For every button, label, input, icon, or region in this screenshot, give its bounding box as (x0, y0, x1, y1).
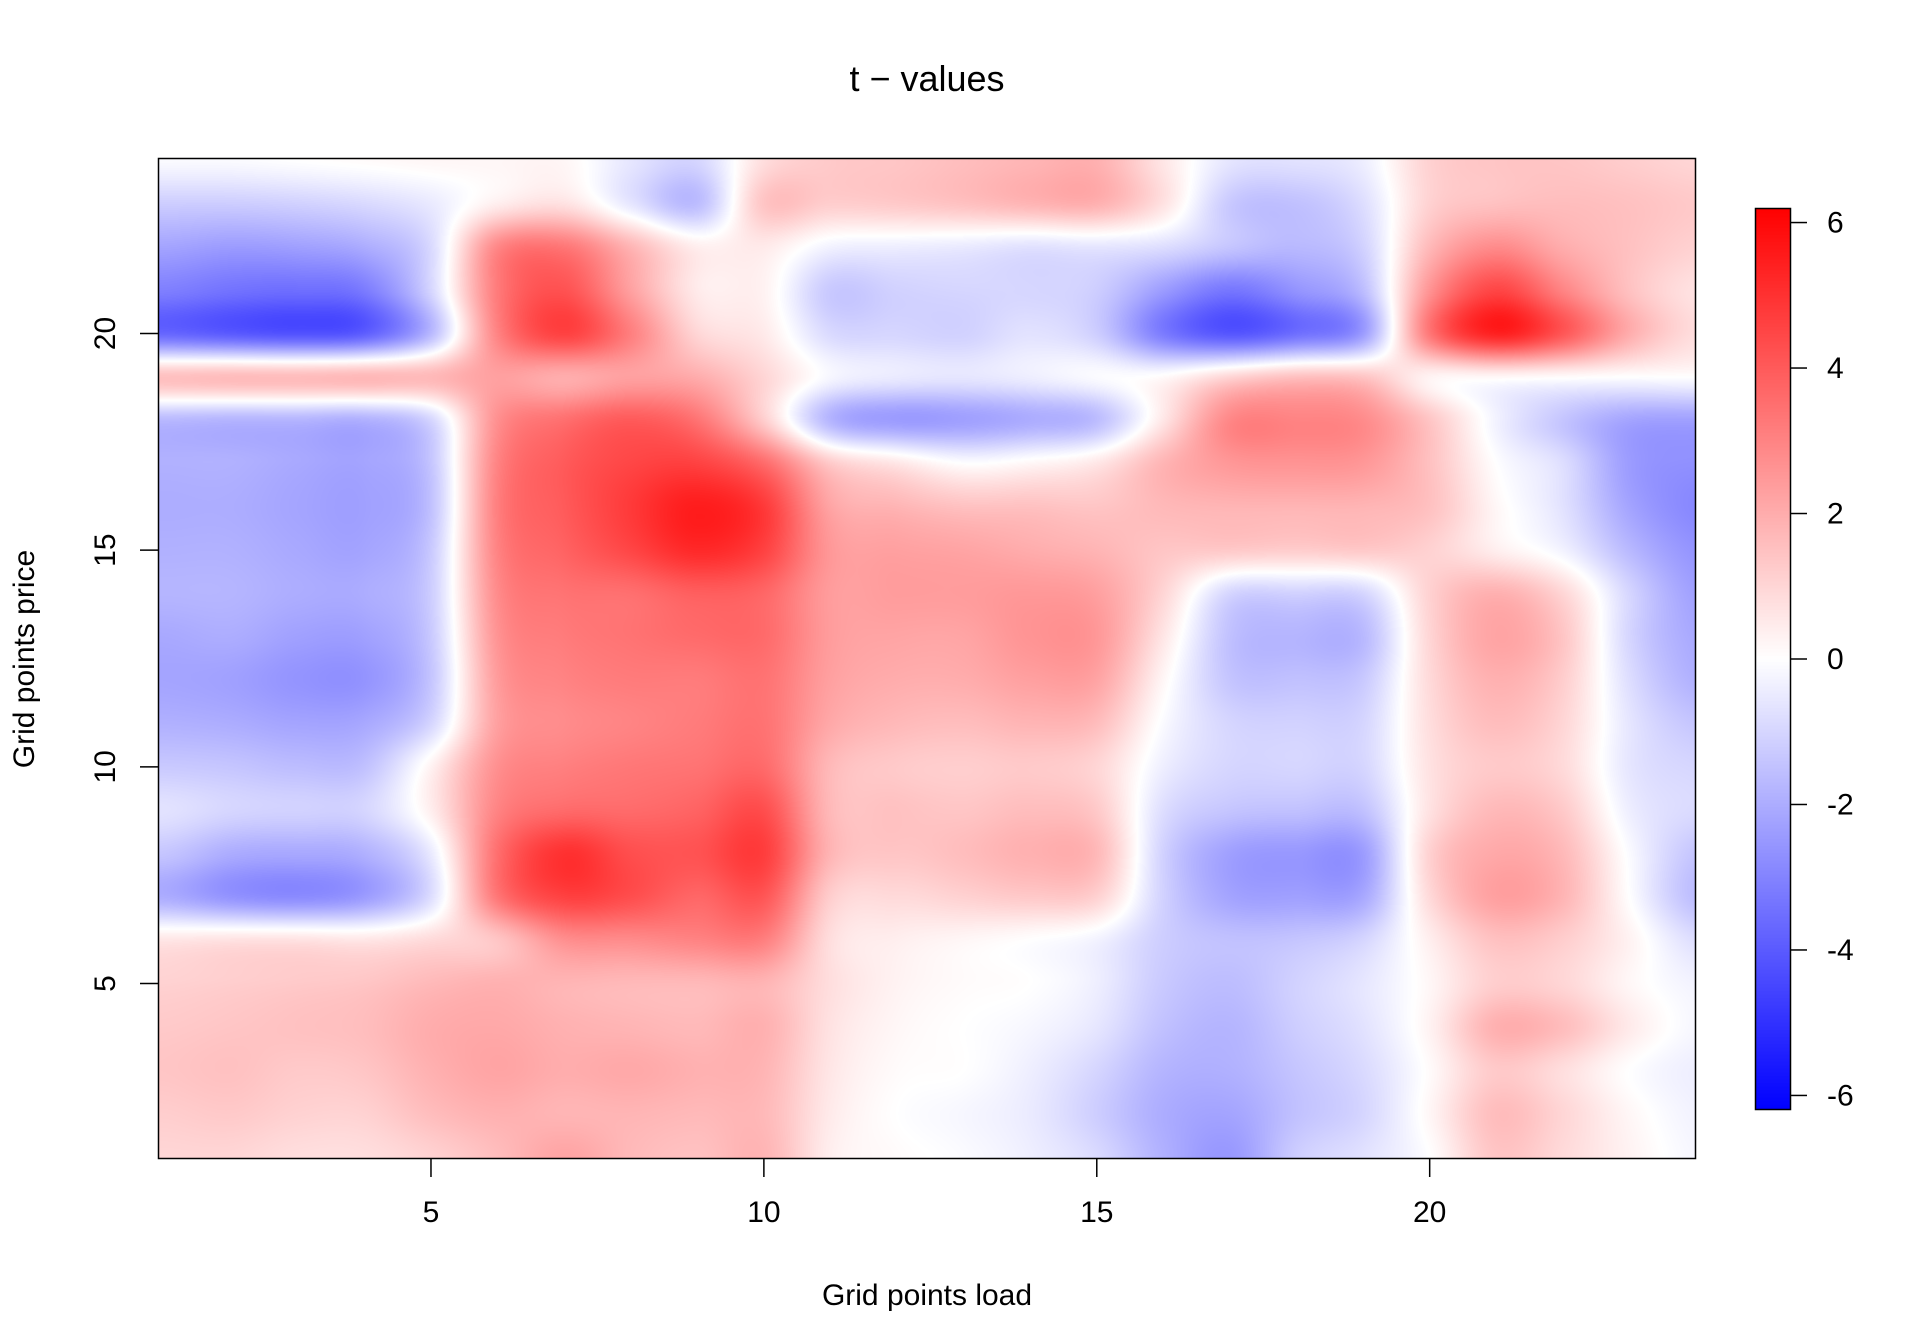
x-tick-label: 10 (747, 1196, 780, 1229)
colorbar-tick-label: -2 (1827, 788, 1854, 821)
x-tick-label: 5 (423, 1196, 440, 1229)
y-tick-label: 10 (89, 750, 122, 783)
colorbar-tick-label: -4 (1827, 934, 1854, 967)
y-tick-label: 20 (89, 317, 122, 350)
colorbar-tick-label: -6 (1827, 1079, 1854, 1112)
y-tick-label: 5 (89, 975, 122, 992)
colorbar-frame (1754, 207, 1792, 1111)
heatmap-image (158, 158, 1696, 1159)
chart-title: t − values (849, 58, 1004, 99)
x-tick-label: 20 (1413, 1196, 1446, 1229)
plot-frame (157, 157, 1697, 1160)
colorbar-gradient (1755, 208, 1791, 1110)
x-axis-label: Grid points load (822, 1279, 1032, 1312)
y-tick-label: 15 (89, 533, 122, 566)
y-axis-label: Grid points price (8, 550, 41, 768)
x-tick-label: 15 (1080, 1196, 1113, 1229)
colorbar-tick-label: 0 (1827, 643, 1844, 676)
colorbar-ticks: 6 4 2 0 -2 -4 -6 (1791, 207, 1854, 1112)
colorbar-tick-label: 4 (1827, 352, 1844, 385)
colorbar-tick-label: 6 (1827, 207, 1844, 240)
x-axis: 5 10 15 20 (423, 1159, 1446, 1229)
colorbar-tick-label: 2 (1827, 498, 1844, 531)
y-axis: 5 10 15 20 (89, 317, 158, 992)
colorbar: 6 4 2 0 -2 -4 -6 (1754, 207, 1854, 1112)
